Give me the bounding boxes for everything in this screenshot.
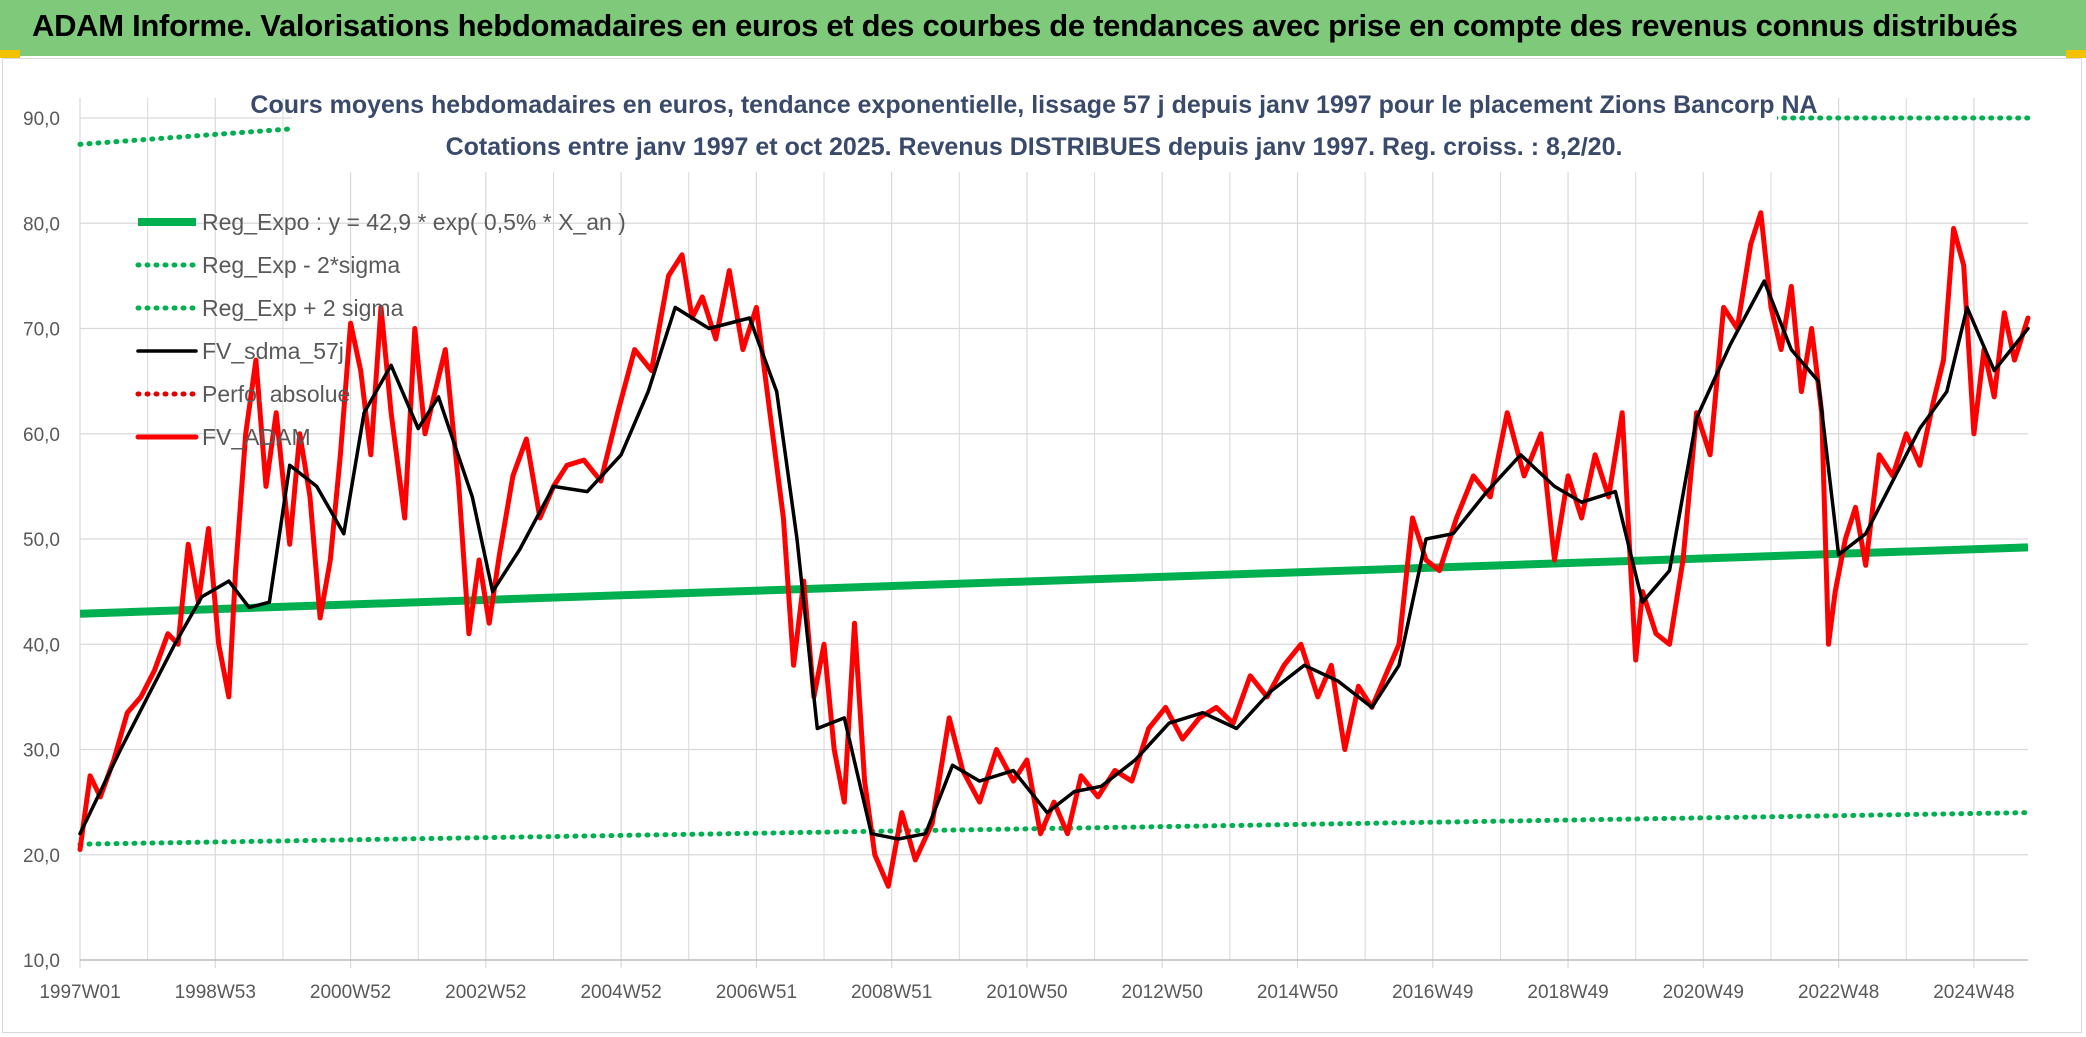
series-line-reg-exp-2-sigma: [77, 810, 2031, 847]
x-tick-label: 2004W52: [580, 982, 661, 1003]
banner-corner-left: [0, 50, 20, 58]
axis-labels: 10,0 20,0 30,0 40,0 50,0 60,0 70,0 80,0 90,0 1997…: [23, 109, 2015, 1003]
chart-legend: Reg_Expo : y = 42,9 * exp( 0,5% * X_an )…: [135, 209, 626, 450]
banner-corner-right: [2066, 50, 2086, 58]
title-backdrop: [292, 86, 1777, 172]
x-tick-label: 2020W49: [1663, 982, 1744, 1003]
y-tick-label: 70,0: [23, 320, 60, 341]
y-tick-label: 90,0: [23, 109, 60, 130]
chart-subtitle: Cotations entre janv 1997 et oct 2025. R…: [446, 133, 1623, 161]
chart-title: Cours moyens hebdomadaires en euros, ten…: [250, 91, 1817, 119]
series-line-fv-sdma-57j: [78, 279, 2030, 841]
series-line-reg-expo-y-42-9-exp-0-5-x-an: [79, 543, 2029, 618]
x-tick-label: 2012W50: [1122, 982, 1203, 1003]
y-tick-label: 10,0: [23, 951, 60, 972]
x-tick-label: 1998W53: [175, 982, 256, 1003]
legend-label: FV_ADAM: [202, 424, 311, 450]
report-title: ADAM Informe. Valorisations hebdomadaire…: [32, 8, 2018, 43]
x-tick-label: 2016W49: [1392, 982, 1473, 1003]
series-line-fv-adam: [77, 210, 2031, 889]
y-tick-label: 80,0: [23, 214, 60, 235]
legend-label: FV_sdma_57j: [202, 338, 344, 364]
x-tick-label: 2006W51: [716, 982, 797, 1003]
x-tick-label: 2018W49: [1527, 982, 1608, 1003]
x-tick-label: 2000W52: [310, 982, 391, 1003]
y-tick-label: 40,0: [23, 635, 60, 656]
series-lines: [77, 115, 2031, 889]
legend-label: Perfo. absolue: [202, 381, 350, 407]
x-tick-label: 2024W48: [1933, 982, 2014, 1003]
legend-label: Reg_Exp + 2 sigma: [202, 295, 404, 321]
y-tick-label: 60,0: [23, 425, 60, 446]
series-line-reg-exp-2-sigma: [77, 115, 2031, 147]
x-tick-label: 2002W52: [445, 982, 526, 1003]
y-tick-label: 50,0: [23, 530, 60, 551]
legend-label: Reg_Expo : y = 42,9 * exp( 0,5% * X_an ): [202, 209, 626, 235]
x-tick-label: 1997W01: [39, 982, 120, 1003]
y-tick-label: 30,0: [23, 741, 60, 762]
x-tick-label: 2022W48: [1798, 982, 1879, 1003]
x-tick-label: 2008W51: [851, 982, 932, 1003]
legend-label: Reg_Exp - 2*sigma: [202, 252, 400, 278]
report-banner: ADAM Informe. Valorisations hebdomadaire…: [0, 0, 2086, 58]
x-tick-label: 2014W50: [1257, 982, 1338, 1003]
x-tick-label: 2010W50: [986, 982, 1067, 1003]
y-tick-label: 20,0: [23, 846, 60, 867]
chart-frame: [2, 58, 2082, 1033]
